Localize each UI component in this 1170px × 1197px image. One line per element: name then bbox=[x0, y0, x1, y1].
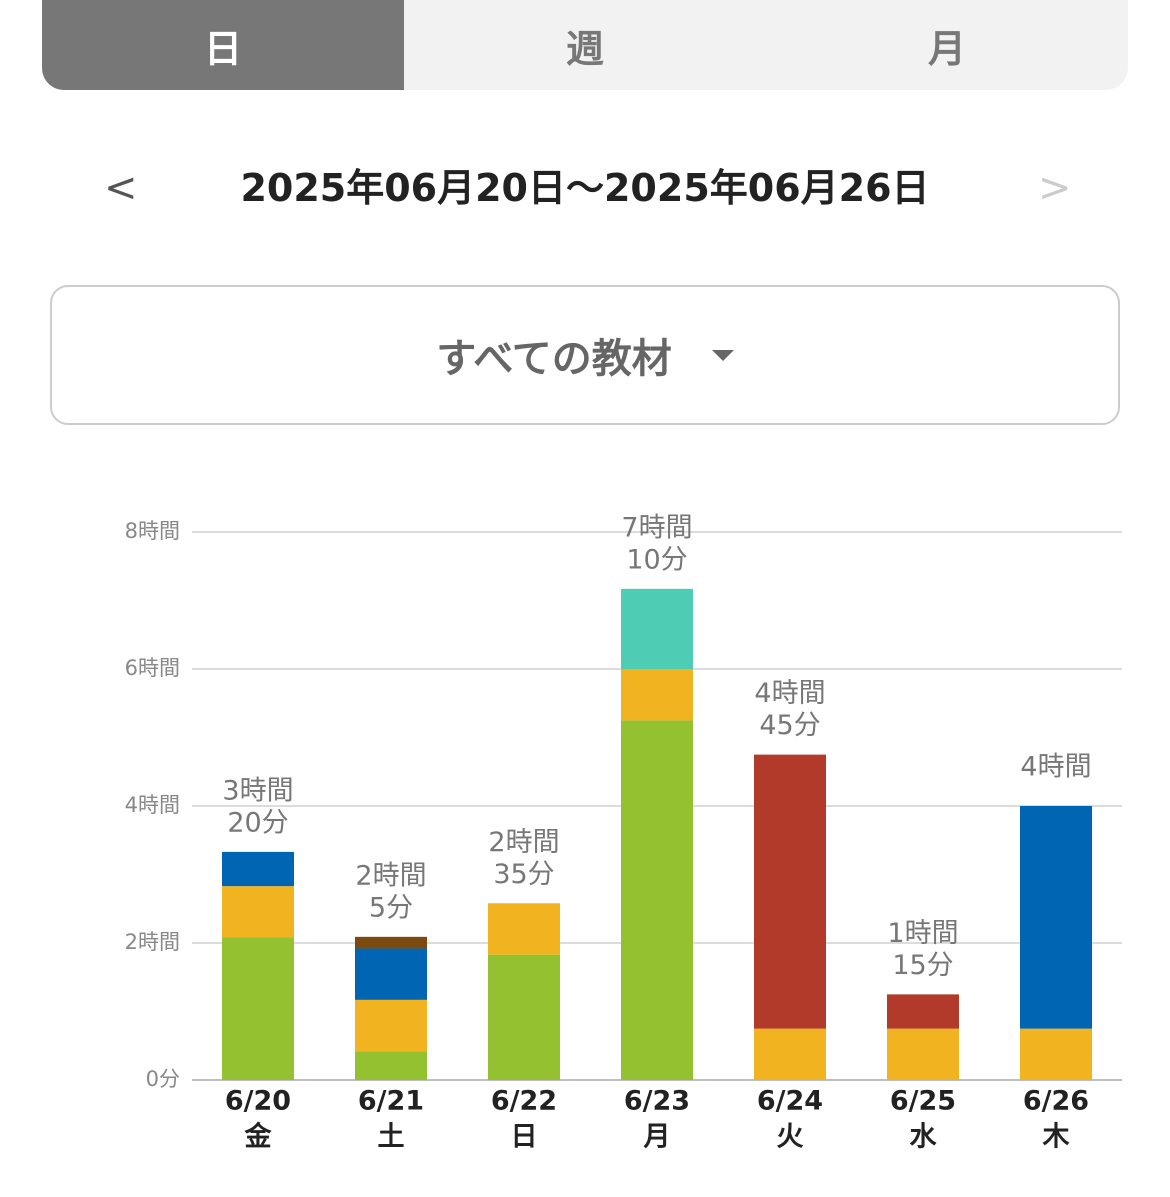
total-label: 1時間 bbox=[887, 918, 958, 949]
y-tick-label: 6時間 bbox=[125, 656, 180, 680]
bar-segment bbox=[887, 1028, 959, 1080]
bar-segment bbox=[621, 588, 693, 669]
total-label: 20分 bbox=[227, 807, 288, 838]
y-tick-label: 8時間 bbox=[125, 519, 180, 543]
x-weekday-label: 金 bbox=[244, 1121, 273, 1153]
total-label: 2時間 bbox=[488, 827, 559, 858]
bar-segment bbox=[1020, 806, 1092, 1029]
tab[interactable]: 週 bbox=[565, 26, 604, 71]
total-label: 5分 bbox=[369, 892, 413, 923]
x-tick-label: 6/24 bbox=[757, 1086, 823, 1117]
total-label: 7時間 bbox=[621, 512, 692, 543]
filter-dropdown[interactable]: すべての教材 bbox=[50, 285, 1120, 425]
x-tick-label: 6/20 bbox=[225, 1086, 291, 1117]
total-label: 35分 bbox=[493, 859, 554, 890]
date-range: 2025年06月20日〜2025年06月26日 bbox=[240, 166, 930, 210]
x-weekday-label: 水 bbox=[910, 1122, 938, 1153]
tab[interactable]: 月 bbox=[927, 26, 966, 71]
y-tick-label: 0分 bbox=[146, 1067, 180, 1091]
filter-label: すべての教材 bbox=[436, 336, 672, 382]
x-weekday-label: 月 bbox=[643, 1122, 671, 1153]
bar-segment bbox=[754, 1028, 826, 1080]
bar-segment bbox=[355, 1051, 427, 1080]
bar-segment bbox=[355, 936, 427, 949]
total-label: 3時間 bbox=[222, 775, 293, 806]
bar-segment bbox=[355, 999, 427, 1052]
x-weekday-label: 火 bbox=[777, 1122, 804, 1153]
x-weekday-label: 日 bbox=[511, 1122, 538, 1153]
bar-segment bbox=[887, 994, 959, 1029]
total-label: 4時間 bbox=[754, 678, 825, 709]
prev-arrow[interactable]: < bbox=[104, 165, 138, 211]
bar-segment bbox=[621, 669, 693, 721]
x-weekday-label: 土 bbox=[378, 1122, 405, 1153]
bar-segment bbox=[1020, 1028, 1092, 1080]
total-label: 15分 bbox=[892, 950, 953, 981]
bar-segment bbox=[488, 903, 560, 955]
y-tick-label: 4時間 bbox=[125, 793, 180, 817]
tab-bar: 日週月 bbox=[42, 0, 1128, 90]
x-weekday-label: 木 bbox=[1042, 1122, 1070, 1153]
total-label: 4時間 bbox=[1020, 752, 1091, 783]
bar-segment bbox=[488, 954, 560, 1080]
x-tick-label: 6/23 bbox=[624, 1086, 690, 1117]
bar-segment bbox=[222, 851, 294, 887]
total-label: 2時間 bbox=[355, 860, 426, 891]
bar-segment bbox=[754, 754, 826, 1029]
bar-segment bbox=[355, 948, 427, 1000]
dropdown-icon bbox=[711, 349, 734, 361]
x-tick-label: 6/22 bbox=[491, 1086, 557, 1117]
y-tick-label: 2時間 bbox=[125, 930, 180, 954]
bar-segment bbox=[621, 720, 693, 1080]
next-arrow[interactable]: > bbox=[1038, 165, 1072, 211]
total-label: 10分 bbox=[626, 544, 687, 575]
bar-segment bbox=[222, 886, 294, 938]
x-tick-label: 6/26 bbox=[1023, 1086, 1089, 1117]
bar-segment bbox=[222, 937, 294, 1080]
x-tick-label: 6/21 bbox=[358, 1086, 424, 1117]
x-tick-label: 6/25 bbox=[890, 1086, 956, 1117]
total-label: 45分 bbox=[759, 710, 820, 741]
tab[interactable]: 日 bbox=[42, 0, 404, 90]
